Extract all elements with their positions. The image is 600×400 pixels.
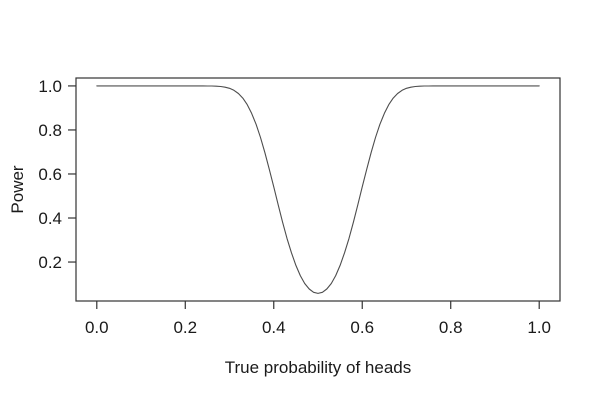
x-tick-label: 1.0 (527, 318, 551, 337)
x-tick-label: 0.8 (439, 318, 463, 337)
y-tick-label: 0.6 (38, 165, 62, 184)
x-tick-label: 0.2 (173, 318, 197, 337)
x-tick-label: 0.0 (85, 318, 109, 337)
plot-box (75, 77, 561, 302)
y-tick-label: 0.2 (38, 253, 62, 272)
x-axis-title: True probability of heads (225, 358, 411, 377)
y-tick-label: 0.8 (38, 121, 62, 140)
power-curve-line (96, 85, 540, 294)
y-tick-label: 0.4 (38, 209, 62, 228)
x-tick-label: 0.4 (262, 318, 286, 337)
y-tick-label: 1.0 (38, 77, 62, 96)
y-axis-title: Power (8, 165, 27, 214)
x-tick-label: 0.6 (350, 318, 374, 337)
